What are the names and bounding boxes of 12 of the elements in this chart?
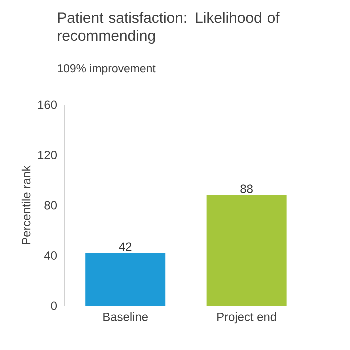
x-tick-label: Project end <box>218 312 276 324</box>
chart-subtitle: 109% improvement <box>58 64 156 75</box>
y-tick-label: 0 <box>51 302 58 310</box>
y-tick-label: 120 <box>38 151 58 160</box>
y-tick-label: 80 <box>44 201 58 210</box>
y-tick-label: 40 <box>44 252 58 260</box>
y-tick-label: 160 <box>38 100 58 110</box>
data-label: 42 <box>119 242 132 252</box>
chart-title: Patient satisfaction: Likelihood of recommending <box>58 12 280 44</box>
x-tick-label: Baseline <box>104 312 148 322</box>
data-label: 88 <box>240 184 253 194</box>
y-axis-title: Percentile rank <box>22 166 31 244</box>
